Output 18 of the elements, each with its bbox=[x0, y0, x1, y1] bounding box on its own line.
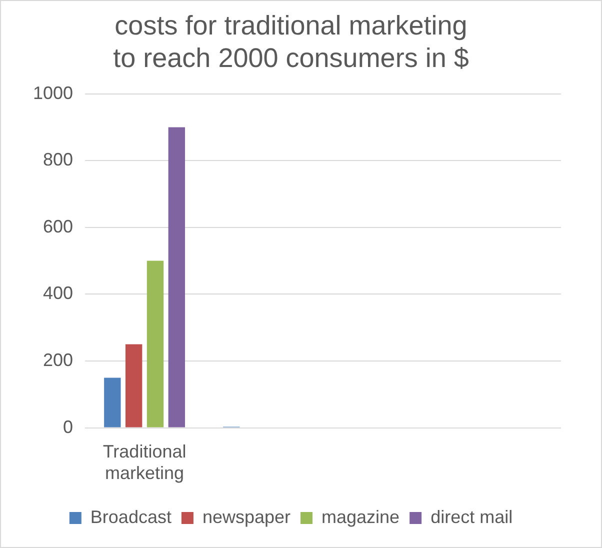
legend-label: newspaper bbox=[202, 506, 291, 527]
y-tick-label: 400 bbox=[42, 283, 74, 304]
y-tick-label: 600 bbox=[42, 216, 74, 236]
y-tick-label: 200 bbox=[42, 350, 74, 370]
legend-label: direct mail bbox=[430, 506, 513, 527]
category-label: Traditional bbox=[102, 442, 186, 462]
bar bbox=[168, 127, 186, 428]
legend-label: Broadcast bbox=[90, 506, 172, 527]
category-label: marketing bbox=[105, 463, 184, 484]
y-tick-label: 1000 bbox=[32, 82, 74, 103]
text: to reach 2000 consumers in $ bbox=[113, 43, 469, 74]
bar bbox=[104, 378, 121, 428]
bar bbox=[125, 344, 142, 428]
y-tick-label: 0 bbox=[63, 416, 74, 437]
y-tick-label: 800 bbox=[42, 150, 74, 170]
text: costs for traditional marketing bbox=[114, 10, 468, 41]
legend-label: magazine bbox=[322, 506, 400, 527]
bar bbox=[146, 260, 164, 428]
